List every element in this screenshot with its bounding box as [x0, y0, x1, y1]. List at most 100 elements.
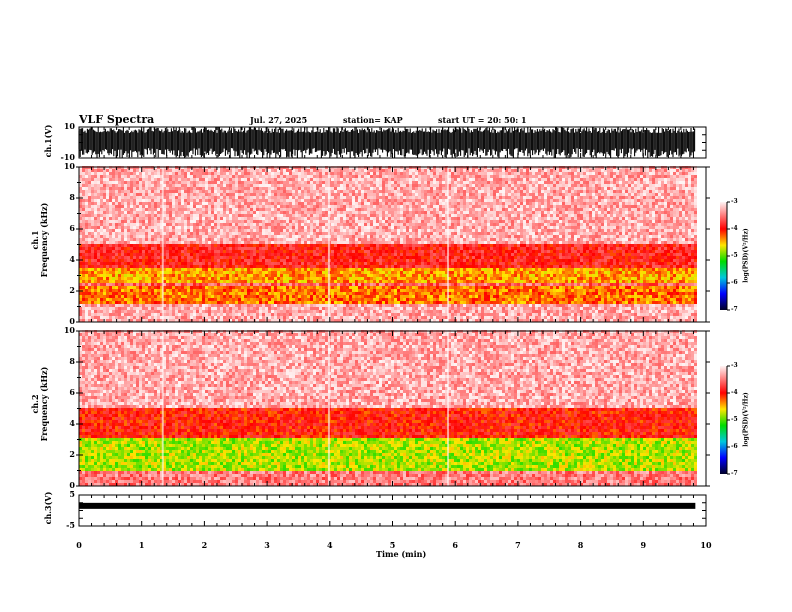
spectrogram-cell [109, 298, 112, 301]
spectrogram-cell [475, 268, 478, 271]
spectrogram-cell [508, 253, 511, 256]
spectrogram-cell [382, 316, 385, 319]
spectrogram-cell [148, 295, 151, 298]
spectrogram-cell [172, 280, 175, 283]
spectrogram-cell [628, 298, 631, 301]
spectrogram-cell [391, 271, 394, 274]
spectrogram-cell [397, 295, 400, 298]
spectrogram-cell [523, 262, 526, 265]
spectrogram-cell [199, 313, 202, 316]
spectrogram-cell [325, 304, 328, 307]
spectrogram-cell [637, 289, 640, 292]
spectrogram-cell [616, 265, 619, 268]
spectrogram-cell [532, 253, 535, 256]
spectrogram-cell [172, 289, 175, 292]
spectrogram-cell [397, 256, 400, 259]
spectrogram-cell [133, 250, 136, 253]
spectrogram-cell [229, 316, 232, 319]
spectrogram-cell [103, 274, 106, 277]
spectrogram-cell [340, 280, 343, 283]
spectrogram-cell [295, 268, 298, 271]
spectrogram-cell [643, 286, 646, 289]
spectrogram-cell [628, 250, 631, 253]
spectrogram-cell [670, 304, 673, 307]
spectrogram-cell [559, 277, 562, 280]
spectrogram-cell [130, 319, 133, 322]
spectrogram-cell [640, 268, 643, 271]
spectrogram-cell [694, 301, 697, 304]
spectrogram-cell [400, 313, 403, 316]
spectrogram-cell [493, 313, 496, 316]
spectrogram-cell [355, 286, 358, 289]
spectrogram-cell [451, 307, 454, 310]
spectrogram-cell [502, 316, 505, 319]
spectrogram-cell [418, 259, 421, 262]
spectrogram-cell [505, 316, 508, 319]
spectrogram-cell [574, 310, 577, 313]
spectrogram-cell [364, 307, 367, 310]
spectrogram-cell [187, 289, 190, 292]
spectrogram-cell [385, 310, 388, 313]
spectrogram-cell [559, 310, 562, 313]
spectrogram-cell [79, 262, 82, 265]
spectrogram-cell [409, 319, 412, 322]
spectrogram-cell [157, 271, 160, 274]
spectrogram-cell [559, 268, 562, 271]
spectrogram-cell [259, 310, 262, 313]
spectrogram-cell [454, 313, 457, 316]
spectrogram-cell [667, 256, 670, 259]
spectrogram-cell [286, 310, 289, 313]
spectrogram-cell [301, 256, 304, 259]
spectrogram-cell [97, 292, 100, 295]
spectrogram-cell [124, 286, 127, 289]
spectrogram-cell [628, 316, 631, 319]
spectrogram-cell [601, 319, 604, 322]
spectrogram-cell [400, 262, 403, 265]
spectrogram-cell [430, 280, 433, 283]
spectrogram-cell [82, 280, 85, 283]
spectrogram-cell [499, 295, 502, 298]
spectrogram-cell [496, 265, 499, 268]
spectrogram-cell [685, 298, 688, 301]
spectrogram-cell [316, 262, 319, 265]
spectrogram-cell [613, 271, 616, 274]
spectrogram-cell [469, 307, 472, 310]
spectrogram-cell [370, 307, 373, 310]
spectrogram-cell [493, 268, 496, 271]
spectrogram-cell [604, 283, 607, 286]
spectrogram-cell [460, 259, 463, 262]
spectrogram-cell [109, 307, 112, 310]
spectrogram-cell [394, 259, 397, 262]
spectrogram-cell [502, 295, 505, 298]
spectrogram-cell [394, 289, 397, 292]
spectrogram-cell [256, 280, 259, 283]
spectrogram-cell [196, 280, 199, 283]
spectrogram-cell [109, 301, 112, 304]
spectrogram-cell [160, 307, 163, 310]
spectrogram-cell [217, 295, 220, 298]
spectrogram-cell [433, 316, 436, 319]
spectrogram-cell [379, 286, 382, 289]
spectrogram-cell [229, 295, 232, 298]
spectrogram-cell [667, 259, 670, 262]
spectrogram-cell [424, 259, 427, 262]
spectrogram-cell [508, 250, 511, 253]
spectrogram-cell [547, 265, 550, 268]
spectrogram-cell [631, 250, 634, 253]
spectrogram-cell [601, 256, 604, 259]
spectrogram-cell [136, 289, 139, 292]
spectrogram-cell [442, 250, 445, 253]
spectrogram-cell [457, 316, 460, 319]
spectrogram-cell [673, 286, 676, 289]
spectrogram-cell [223, 268, 226, 271]
spectrogram-cell [688, 295, 691, 298]
spectrogram-cell [118, 283, 121, 286]
spectrogram-cell [127, 277, 130, 280]
spectrogram-cell [364, 304, 367, 307]
spectrogram-cell [271, 298, 274, 301]
spectrogram-cell [490, 295, 493, 298]
spectrogram-cell [661, 313, 664, 316]
spectrogram-cell [124, 253, 127, 256]
spectrogram-cell [553, 292, 556, 295]
spectrogram-cell [226, 268, 229, 271]
